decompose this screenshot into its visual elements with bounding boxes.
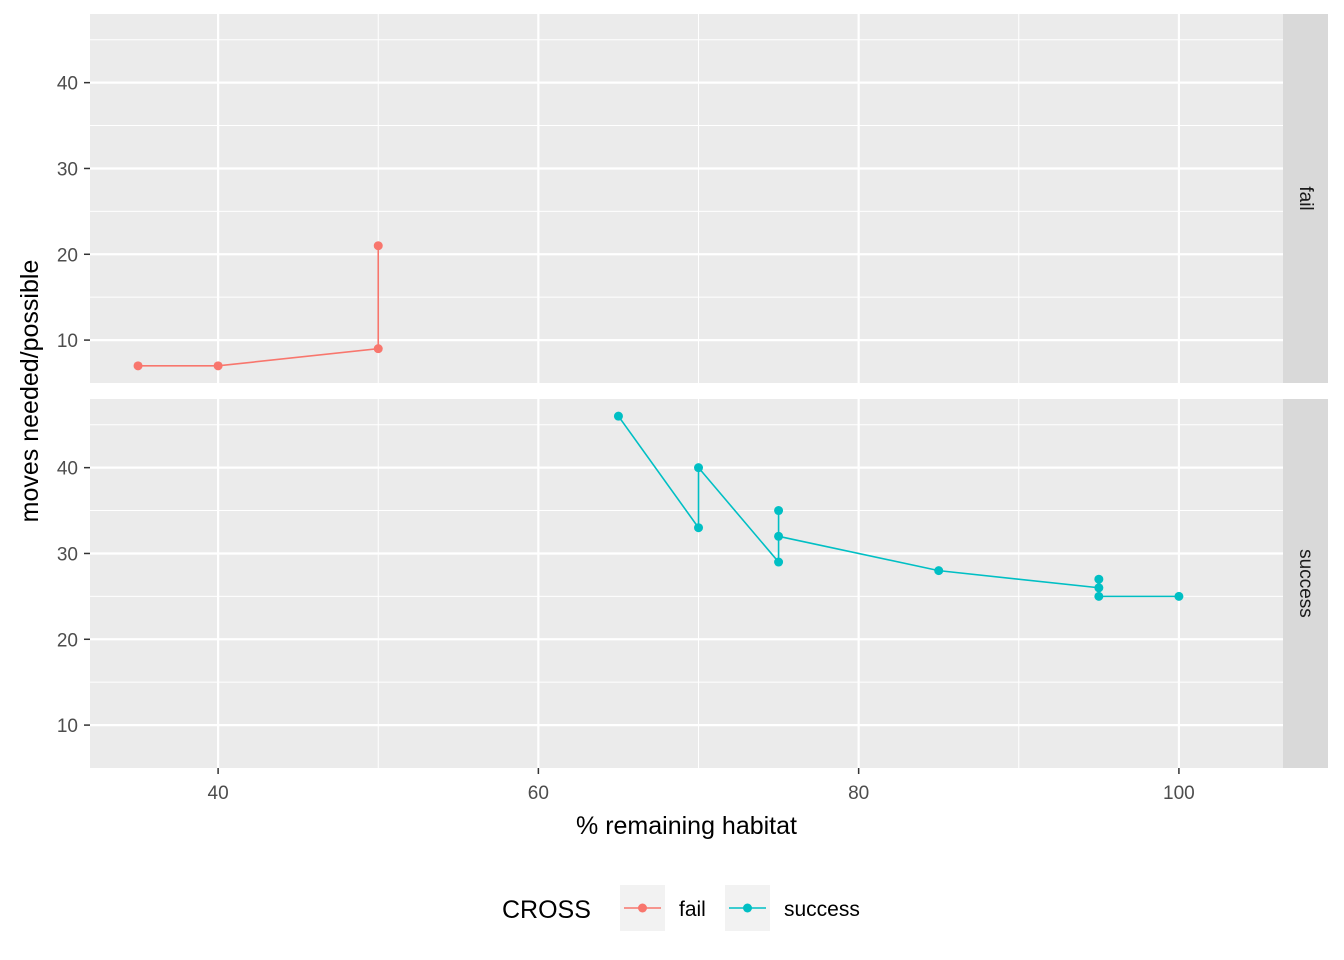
data-point-success	[613, 411, 623, 421]
y-tick-label: 10	[57, 716, 78, 737]
data-point-success	[774, 557, 784, 567]
data-point-fail	[373, 344, 383, 354]
panel-background-fail	[90, 14, 1283, 383]
data-point-success	[694, 523, 704, 533]
data-point-fail	[213, 361, 223, 371]
data-point-success	[934, 566, 944, 576]
x-tick-label: 40	[208, 783, 229, 804]
facet-strip-success	[1283, 399, 1328, 768]
legend-key-point-success	[743, 903, 752, 913]
data-point-success	[774, 506, 784, 516]
y-tick-label: 30	[57, 159, 78, 180]
x-tick-label: 80	[848, 783, 869, 804]
series-layer	[133, 241, 1184, 601]
data-point-success	[774, 531, 784, 541]
data-point-success	[1094, 591, 1104, 601]
data-point-success	[1094, 583, 1104, 593]
legend-title: CROSS	[502, 896, 591, 924]
series-line-fail	[138, 245, 380, 367]
x-axis-title: % remaining habitat	[576, 812, 797, 840]
data-point-success	[694, 463, 704, 473]
y-axis-title: moves needed/possible	[16, 260, 44, 523]
y-tick-label: 20	[57, 245, 78, 266]
data-point-success	[1174, 591, 1184, 601]
x-tick-label: 100	[1163, 783, 1195, 804]
y-tick-label: 40	[57, 74, 78, 95]
y-tick-label: 10	[57, 331, 78, 352]
y-tick-label: 30	[57, 544, 78, 565]
legend-label-fail: fail	[679, 898, 706, 921]
y-tick-label: 40	[57, 459, 78, 480]
legend-label-success: success	[784, 898, 860, 921]
facet-strips: fail success	[1283, 14, 1328, 768]
y-axes: 10 20 30 40 10 20 30 40	[57, 74, 90, 737]
facet-strip-label: success	[1295, 549, 1316, 618]
data-point-success	[1094, 574, 1104, 584]
facet-panels	[90, 14, 1283, 768]
data-point-fail	[133, 361, 143, 371]
facet-strip-label: fail	[1295, 186, 1316, 210]
facet-strip-fail	[1283, 14, 1328, 383]
x-tick-label: 60	[528, 783, 549, 804]
panel-background-success	[90, 399, 1283, 768]
y-tick-label: 20	[57, 630, 78, 651]
x-axis: 40 60 80 100	[208, 768, 1195, 804]
legend-key-point-fail	[638, 903, 647, 913]
legend: CROSS fail success	[502, 885, 860, 931]
data-point-fail	[373, 241, 383, 251]
